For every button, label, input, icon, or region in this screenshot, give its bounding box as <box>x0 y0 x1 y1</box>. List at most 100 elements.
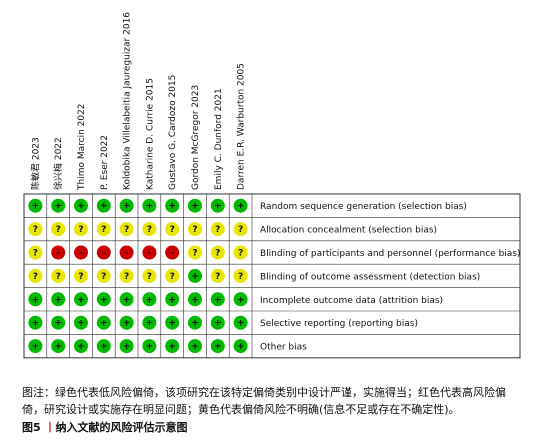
caption-note: 图注：绿色代表低风险偏倚，该项研究在该特定偏倚类别中设计严谨，实施得当；红色代表… <box>22 386 506 416</box>
grid-frame <box>23 193 521 359</box>
study-label: Gordon McGregor 2023 <box>191 85 201 190</box>
domain-label: Incomplete outcome data (attrition bias) <box>260 296 443 306</box>
judgment-symbol: ? <box>78 272 83 282</box>
domain-label: Allocation concealment (selection bias) <box>260 226 437 236</box>
judgment-dot <box>74 198 88 213</box>
caption-title: 图5 丨纳入文献的风险评估示意图 <box>22 419 527 436</box>
judgment-dot <box>51 339 66 354</box>
judgment-symbol: + <box>123 202 131 212</box>
study-label: Thimo Marcin 2022 <box>77 103 87 191</box>
judgment-symbol: + <box>191 319 199 329</box>
judgment-dot <box>165 268 180 283</box>
judgment-symbol: + <box>77 295 85 305</box>
judgment-symbol: + <box>191 342 199 352</box>
judgment-symbol: + <box>237 202 245 212</box>
judgment-symbol: ? <box>238 225 243 235</box>
judgment-dot <box>51 268 66 283</box>
judgment-symbol: - <box>79 249 83 259</box>
judgment-symbol: ? <box>78 225 83 235</box>
study-label: 徐兴梅 2022 <box>52 137 64 190</box>
judgment-symbol: ? <box>124 272 129 282</box>
judgment-symbol: - <box>56 249 60 259</box>
judgment-symbol: - <box>102 249 106 259</box>
judgment-symbol: + <box>77 342 85 352</box>
judgment-symbol: ? <box>238 249 243 259</box>
judgment-dot <box>188 339 202 354</box>
judgment-dot <box>142 339 157 354</box>
judgment-dot <box>28 222 43 237</box>
study-label: Emily C. Dunford 2021 <box>214 88 224 190</box>
study-label: P. Eser 2022 <box>100 135 110 190</box>
judgment-dot <box>119 268 134 283</box>
judgment-symbol: ? <box>215 225 220 235</box>
judgment-dot <box>210 268 225 283</box>
judgment-dot <box>188 198 202 213</box>
judgment-symbol: - <box>148 249 152 259</box>
judgment-symbol: + <box>168 295 176 305</box>
judgment-dot <box>165 292 180 307</box>
judgment-symbol: ? <box>56 272 61 282</box>
judgment-dot <box>142 292 157 307</box>
judgment-dot <box>96 292 111 307</box>
judgment-dot <box>142 268 157 283</box>
judgment-dot <box>210 315 225 330</box>
judgment-symbol: + <box>191 202 199 212</box>
study-label: Koldobika Villelabeitia Jaureguizar 2016 <box>123 12 133 190</box>
judgment-symbol: ? <box>101 225 106 235</box>
judgment-symbol: + <box>146 295 154 305</box>
judgment-symbol: ? <box>170 225 175 235</box>
judgment-dot <box>74 339 88 354</box>
study-label: 陈敏君 2023 <box>29 137 41 190</box>
judgment-dot <box>233 339 248 354</box>
judgment-symbol: + <box>123 342 131 352</box>
judgment-dot <box>233 268 248 283</box>
judgment-symbol: + <box>100 202 108 212</box>
judgment-symbol: - <box>125 249 129 259</box>
judgment-symbol: + <box>54 342 62 352</box>
judgment-dot <box>188 292 202 307</box>
judgment-dot <box>96 315 111 330</box>
judgment-symbol: + <box>77 319 85 329</box>
judgment-dot <box>233 292 248 307</box>
judgment-dot <box>28 315 43 330</box>
judgment-symbol: + <box>146 202 154 212</box>
judgment-dot <box>165 198 180 213</box>
judgment-symbol: + <box>168 202 176 212</box>
judgment-symbol: + <box>146 319 154 329</box>
judgment-symbol: ? <box>101 272 106 282</box>
judgment-symbol: ? <box>192 225 197 235</box>
judgment-dot <box>119 198 134 213</box>
judgment-symbol: ? <box>33 272 38 282</box>
judgment-symbol: + <box>54 295 62 305</box>
judgment-dot <box>233 222 248 237</box>
judgment-dot <box>119 222 134 237</box>
judgment-symbol: + <box>168 342 176 352</box>
study-label: Darren E.R. Warburton 2005 <box>237 63 247 190</box>
judgment-symbol: + <box>100 342 108 352</box>
judgment-symbol: ? <box>33 225 38 235</box>
judgment-symbol: + <box>168 319 176 329</box>
judgment-dot <box>74 245 88 260</box>
judgment-dot <box>119 315 134 330</box>
judgment-dot <box>210 339 225 354</box>
judgment-dot <box>51 292 66 307</box>
judgment-dot <box>51 245 66 260</box>
judgment-dot <box>188 222 202 237</box>
judgment-dot <box>233 245 248 260</box>
judgment-dot <box>74 315 88 330</box>
judgment-dot <box>233 315 248 330</box>
domain-label: Other bias <box>260 343 307 353</box>
domain-label: Random sequence generation (selection bi… <box>260 202 467 212</box>
judgment-symbol: ? <box>215 249 220 259</box>
judgment-dot <box>74 222 88 237</box>
domain-label: Blinding of outcome assessment (detectio… <box>260 272 480 282</box>
judgment-dot <box>165 245 180 260</box>
judgment-symbol: + <box>100 295 108 305</box>
judgment-symbol: + <box>77 202 85 212</box>
figure-title: 纳入文献的风险评估示意图 <box>55 421 188 434</box>
judgment-dot <box>74 268 88 283</box>
judgment-symbol: + <box>32 295 40 305</box>
domain-label: Selective reporting (reporting bias) <box>260 319 418 329</box>
judgment-dot <box>96 198 111 213</box>
